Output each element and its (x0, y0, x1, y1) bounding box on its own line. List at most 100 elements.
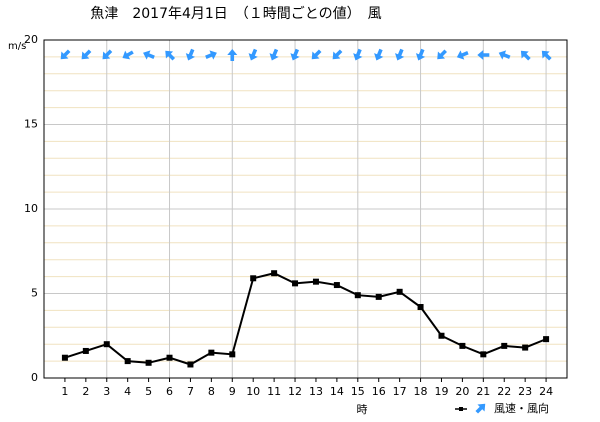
point (396, 288, 403, 295)
x-tick-label: 23 (518, 385, 532, 398)
point (501, 342, 508, 349)
wind-arrow-group (520, 50, 531, 61)
wind-arrow-group (353, 48, 363, 61)
point (480, 351, 487, 358)
x-tick-label: 5 (145, 385, 152, 398)
x-tick-label: 17 (393, 385, 407, 398)
point (145, 359, 152, 366)
wind-arrow-group (332, 49, 343, 60)
point (333, 282, 340, 289)
wind-arrow (102, 49, 113, 60)
wind-arrow-group (102, 49, 113, 60)
wind-arrow-group (60, 49, 71, 60)
y-unit: m/s (8, 41, 26, 52)
wind-arrow (395, 48, 405, 61)
wind-arrow (81, 49, 92, 60)
point (417, 304, 424, 311)
plot-frame (43, 39, 568, 379)
x-tick-label: 2 (82, 385, 89, 398)
legend-marker (459, 407, 463, 411)
x-tick-label: 4 (124, 385, 131, 398)
point (271, 270, 278, 277)
y-tick-label: 10 (24, 202, 38, 215)
x-tick-label: 9 (229, 385, 236, 398)
x-tick-label: 13 (309, 385, 323, 398)
x-tick-label: 20 (455, 385, 469, 398)
wind-arrow-group (415, 48, 426, 61)
wind-arrow (165, 50, 176, 61)
wind-arrow-group (541, 50, 552, 61)
wind-arrow (415, 48, 426, 61)
legend-arrow-group (475, 403, 486, 414)
wind-arrow (227, 49, 238, 61)
point (124, 358, 131, 365)
x-tick-label: 8 (208, 385, 215, 398)
wind-arrow (541, 50, 552, 61)
wind-arrow (60, 49, 71, 60)
wind-arrow (290, 48, 300, 61)
wind-arrow-group (311, 49, 322, 60)
x-tick-label: 15 (351, 385, 365, 398)
point (522, 344, 529, 351)
point (543, 336, 550, 343)
x-tick-label: 19 (434, 385, 448, 398)
wind-arrow (143, 50, 155, 60)
wind-arrow (456, 50, 469, 60)
x-tick-label: 14 (330, 385, 344, 398)
wind-arrow-group (227, 49, 238, 61)
wind-arrow (520, 50, 531, 61)
x-tick-label: 10 (246, 385, 260, 398)
point (250, 275, 257, 282)
wind-arrow-group (165, 50, 176, 61)
point (292, 280, 299, 287)
wind-arrow-group (269, 48, 279, 61)
x-tick-label: 3 (103, 385, 110, 398)
wind-arrow (477, 50, 490, 60)
point (354, 292, 361, 299)
wind-arrow-group (456, 50, 469, 60)
point (312, 278, 319, 285)
wind-arrow (205, 50, 217, 60)
wind-arrow-group (248, 48, 258, 61)
wind-arrow (498, 50, 511, 60)
wind-arrow-group (122, 50, 134, 60)
y-tick-label: 20 (24, 33, 38, 46)
chart-title: 魚津 2017年4月1日 （１時間ごとの値） 風 (90, 6, 381, 22)
wind-arrow (437, 49, 447, 60)
wind-arrow-group (437, 49, 447, 60)
legend-arrow (475, 403, 486, 414)
wind-arrow-group (374, 48, 384, 61)
x-tick-label: 21 (476, 385, 490, 398)
wind-arrow (332, 49, 343, 60)
wind-arrow-group (290, 48, 300, 61)
x-tick-label: 16 (372, 385, 386, 398)
point (61, 354, 68, 361)
wind-arrow-group (143, 50, 155, 60)
wind-arrow (122, 50, 134, 60)
point (208, 349, 215, 356)
x-tick-label: 1 (61, 385, 68, 398)
x-tick-label: 24 (539, 385, 553, 398)
x-tick-label: 11 (267, 385, 281, 398)
x-label: 時 (357, 403, 368, 416)
point (459, 342, 466, 349)
wind-arrow (185, 48, 196, 61)
wind-arrow (269, 48, 279, 61)
line (64, 272, 547, 366)
y-tick-label: 0 (31, 371, 38, 384)
point (187, 361, 194, 368)
wind-arrow-group (185, 48, 196, 61)
wind-arrow-group (498, 50, 511, 60)
wind-arrow-group (205, 50, 217, 60)
point (166, 354, 173, 361)
x-tick-label: 7 (187, 385, 194, 398)
point (438, 332, 445, 339)
point (103, 341, 110, 348)
wind-arrow-group (81, 49, 92, 60)
point (82, 347, 89, 354)
wind-arrow (374, 48, 384, 61)
wind-arrow-group (395, 48, 405, 61)
point (229, 351, 236, 358)
